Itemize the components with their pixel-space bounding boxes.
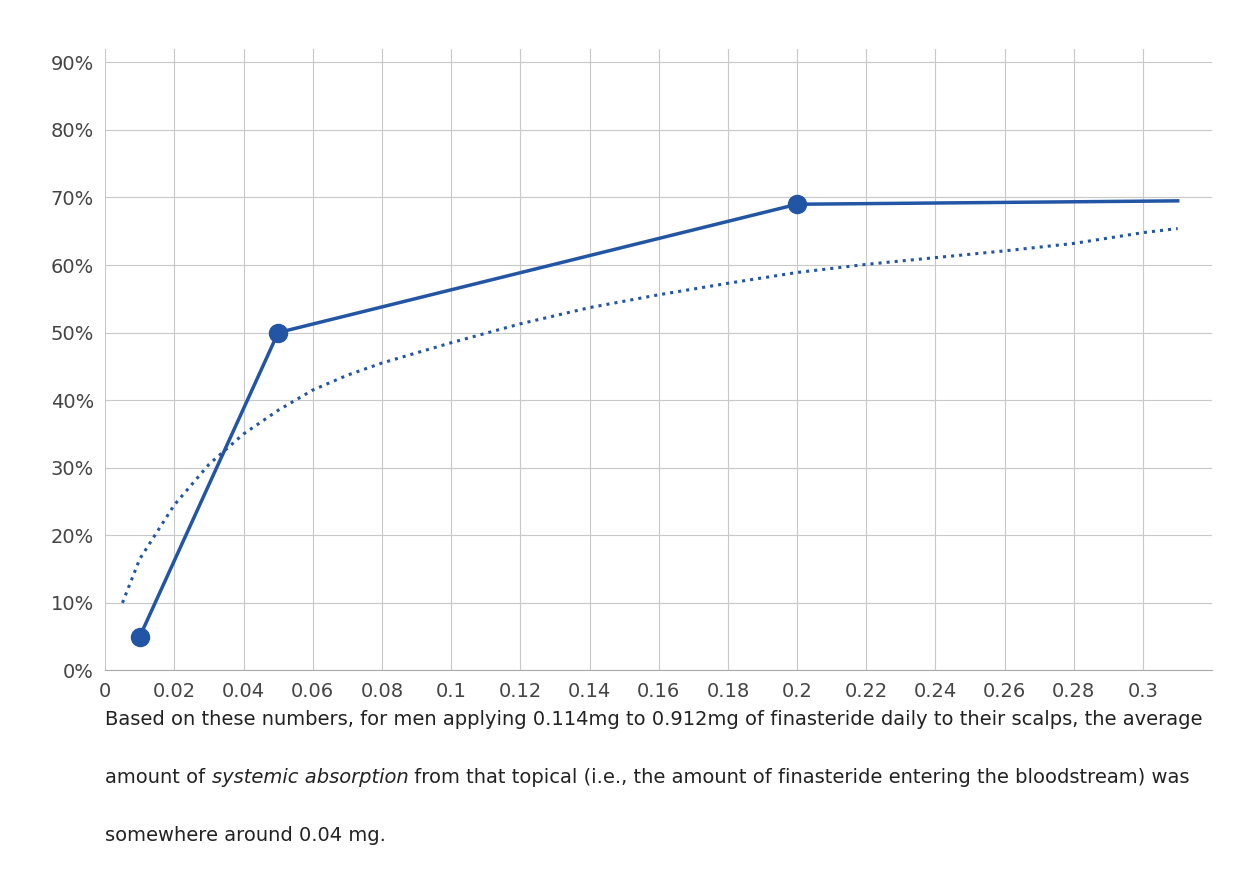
Text: Based on these numbers, for men applying 0.114mg to 0.912mg of finasteride daily: Based on these numbers, for men applying… — [105, 710, 1202, 729]
Text: systemic absorption: systemic absorption — [212, 768, 408, 787]
Text: somewhere around 0.04 mg.: somewhere around 0.04 mg. — [105, 826, 386, 844]
Text: amount of: amount of — [105, 768, 212, 787]
Text: from that topical (i.e., the amount of finasteride entering the bloodstream) was: from that topical (i.e., the amount of f… — [408, 768, 1190, 787]
